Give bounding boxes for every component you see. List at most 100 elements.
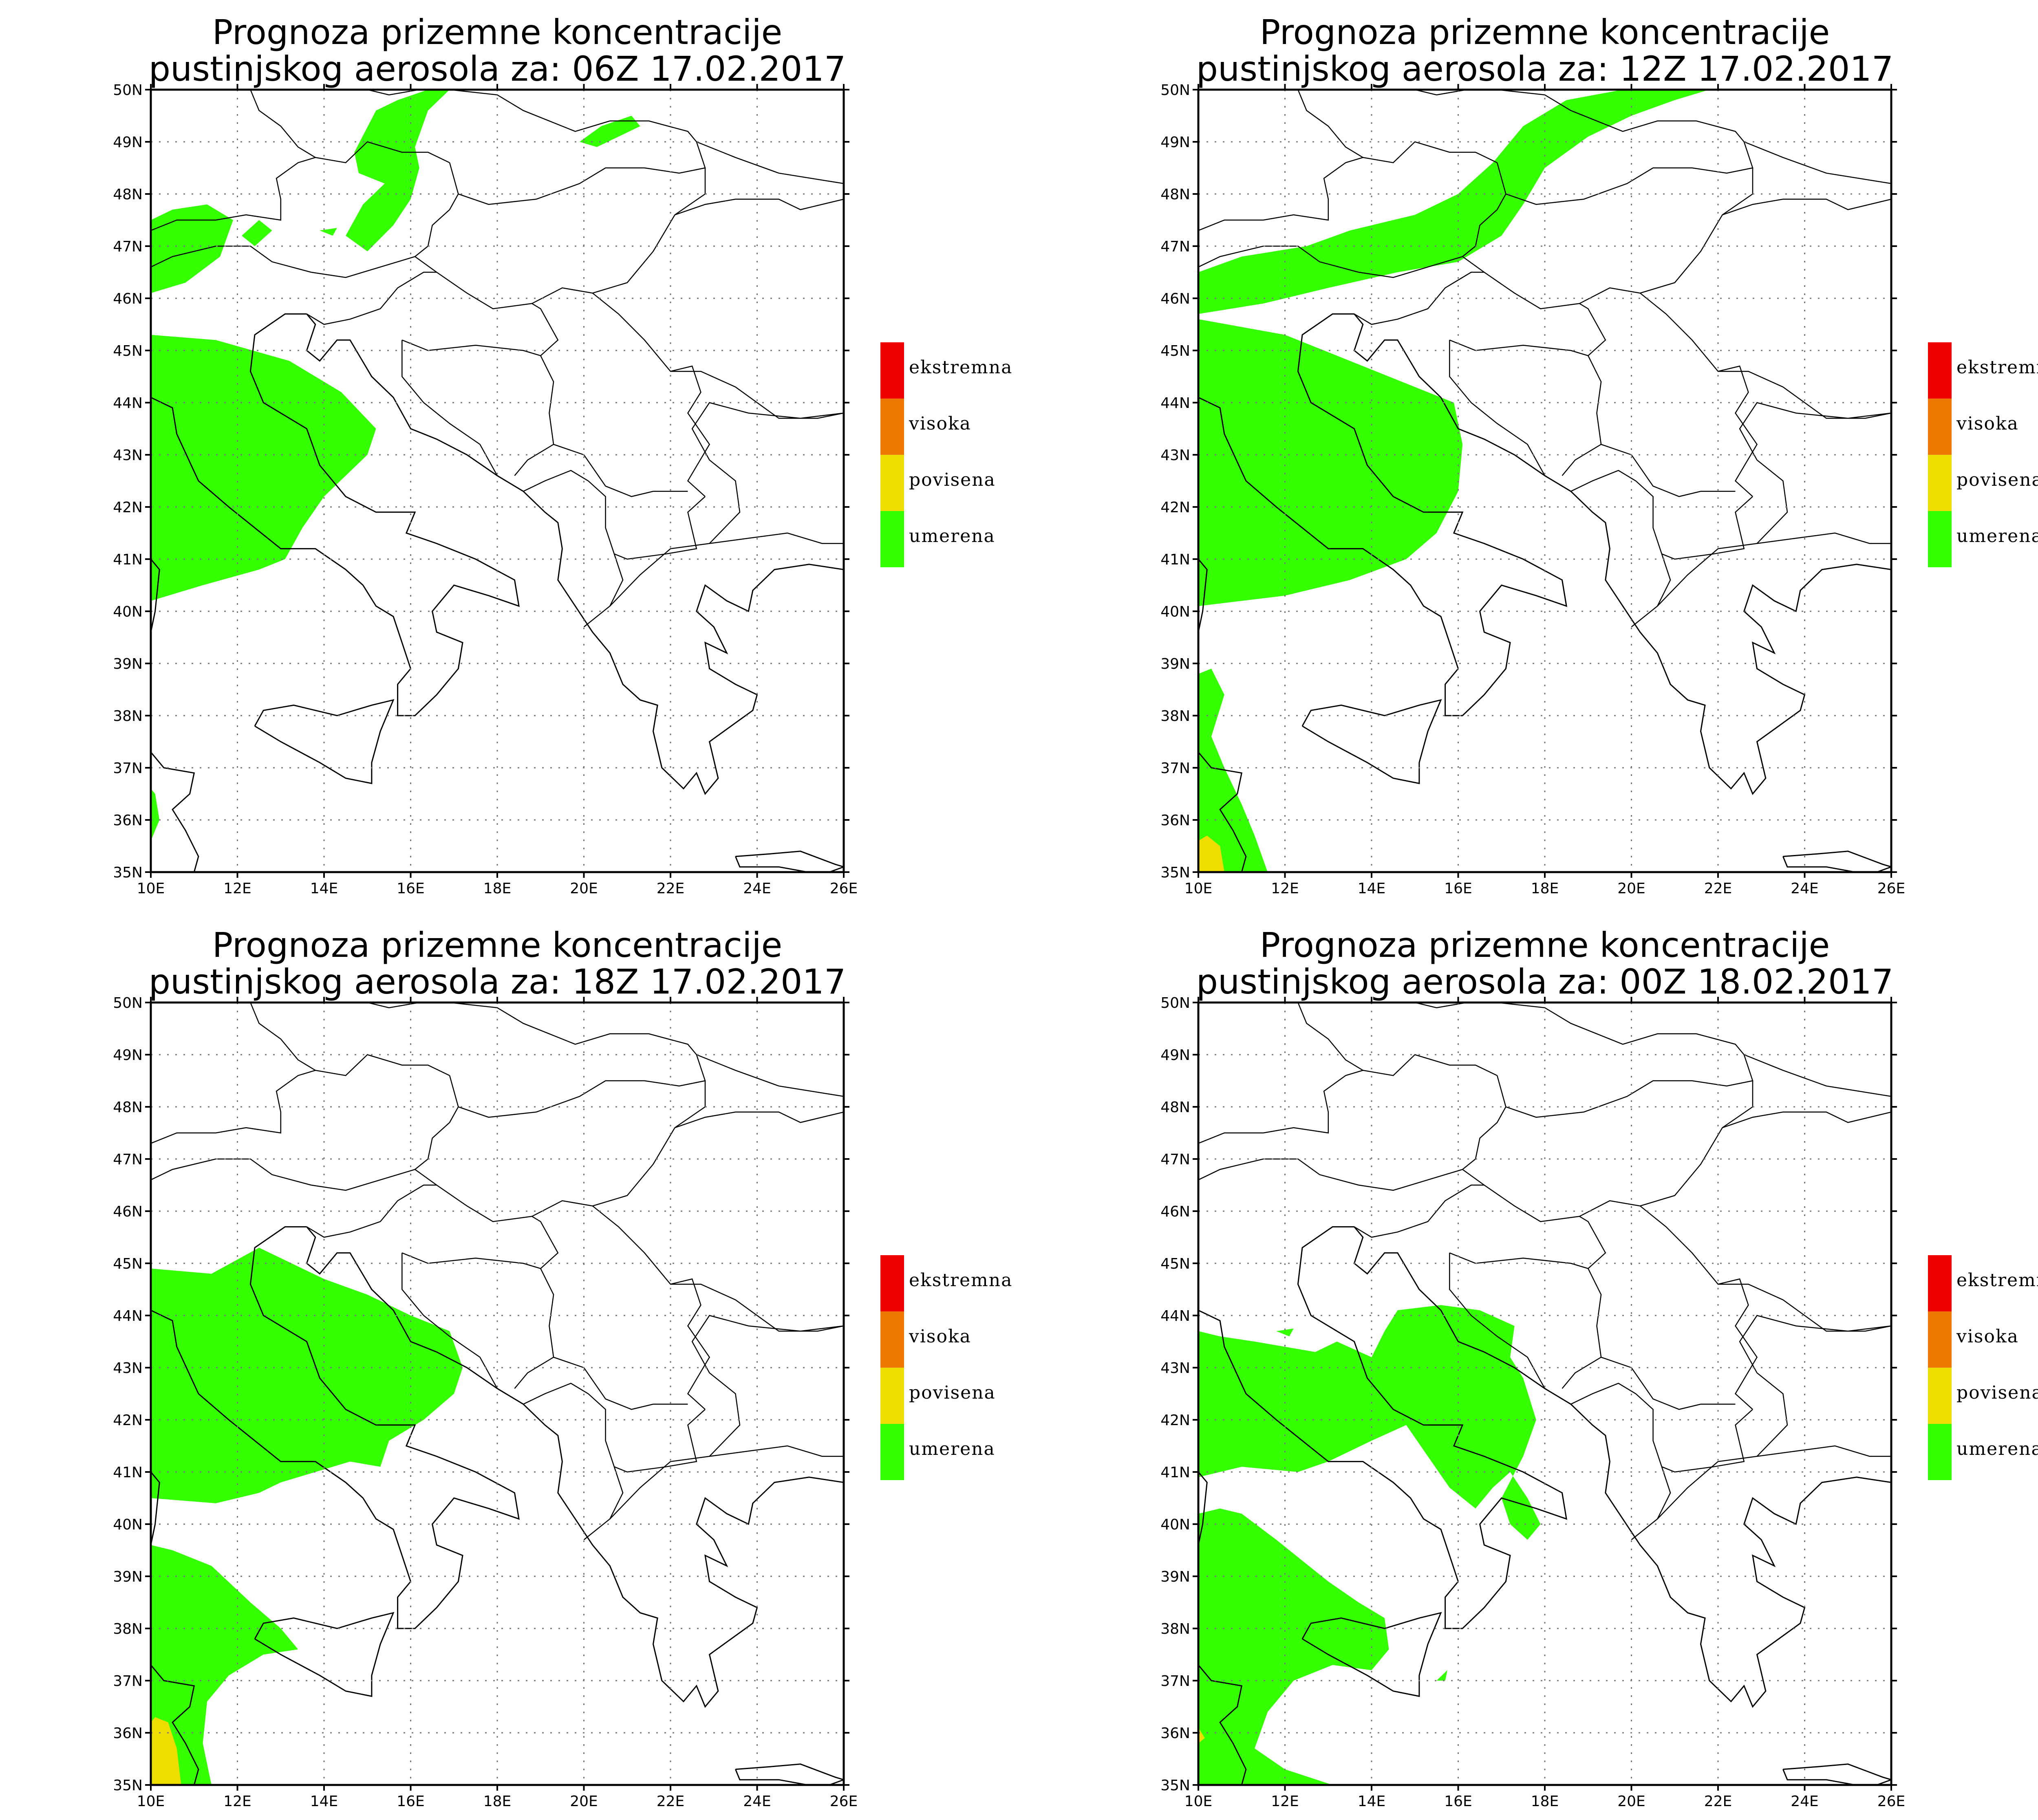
lat-tick-label: 35N [1160,1777,1190,1794]
country-border [1354,271,1484,325]
aerosol-area-umerena [579,116,640,147]
lat-tick-label: 44N [113,395,143,412]
coastline [1198,751,1247,872]
lat-tick-label: 47N [1160,238,1190,255]
lon-tick-label: 24E [1791,1793,1819,1810]
country-border [1297,1003,1363,1071]
aerosol-area-umerena [151,204,233,293]
lon-tick-label: 10E [1184,880,1213,897]
country-border [306,1184,437,1238]
lat-tick-label: 38N [113,708,143,725]
country-border [415,1081,706,1222]
lat-tick-label: 35N [113,864,143,881]
lat-tick-label: 42N [1160,499,1190,516]
country-border [1744,1054,1891,1097]
legend-swatch-ekstremna [880,1255,904,1311]
lon-tick-label: 12E [1271,1793,1299,1810]
legend-label-ekstremna: ekstremna [1956,1270,2038,1291]
map-geography [151,1003,844,1785]
coastline [1301,1612,1442,1697]
lat-tick-label: 50N [113,995,143,1011]
country-border [1570,1383,1671,1540]
aerosol-area-umerena [1198,319,1463,606]
legend-label-povisena: povisena [909,469,996,490]
country-border [151,1106,459,1191]
aerosol-area-povisena [1198,835,1224,872]
country-border [1739,402,1891,544]
lat-tick-label: 48N [113,1099,143,1116]
coastline [151,1664,199,1785]
lat-tick-label: 41N [113,1464,143,1481]
map-geography [151,90,844,872]
lat-tick-label: 50N [1160,995,1190,1011]
country-border [553,444,688,497]
panel-title-line1: Prognoza prizemne koncentracije [1260,12,1830,52]
lat-tick-label: 42N [1160,1412,1190,1429]
country-border [592,1205,710,1410]
lat-tick-label: 40N [1160,604,1190,620]
aerosol-areas [1198,1305,1541,1785]
coastline [1782,851,1891,872]
lon-tick-label: 20E [1617,880,1645,897]
lon-tick-label: 10E [137,880,165,897]
aerosol-area-umerena [1436,1670,1447,1681]
country-border [1449,339,1602,476]
lat-tick-label: 39N [1160,1569,1190,1585]
country-border [1601,444,1736,497]
map-panel-2: Prognoza prizemne koncentracijepustinjsk… [1160,12,2038,897]
country-border [532,1216,559,1269]
legend-label-umerena: umerena [909,1439,995,1459]
coastline [254,1612,395,1697]
country-border [609,1445,844,1520]
lon-tick-label: 24E [743,880,771,897]
country-border [1640,293,1758,497]
legend-label-umerena: umerena [1956,1439,2038,1459]
lon-tick-label: 22E [1704,880,1732,897]
lon-tick-label: 24E [743,1793,771,1810]
country-border [1722,198,1891,216]
country-border [1661,496,1753,560]
coastline [1198,1226,1567,1629]
lat-tick-label: 44N [1160,1308,1190,1324]
map-panel-1: Prognoza prizemne koncentracijepustinjsk… [113,12,1012,897]
aerosol-area-umerena [151,1545,298,1785]
country-border [523,470,624,628]
lat-tick-label: 45N [113,1256,143,1272]
panel-title-line2: pustinjskog aerosola za: 12Z 17.02.2017 [1196,49,1894,89]
legend-swatch-povisena [880,455,904,511]
lat-tick-label: 43N [1160,447,1190,464]
concentration-legend: ekstremna visoka povisena umerena [880,342,1012,567]
country-border [1449,1253,1546,1389]
concentration-legend: ekstremna visoka povisena umerena [1928,342,2038,567]
country-border [1449,340,1546,476]
country-border [1354,1184,1484,1238]
country-border [1657,532,1891,607]
country-border [250,90,316,158]
panel-title-line2: pustinjskog aerosola za: 06Z 17.02.2017 [149,49,846,89]
lat-tick-label: 50N [1160,82,1190,99]
aerosol-area-umerena [1198,90,1709,314]
country-border [696,1054,844,1097]
lat-tick-label: 49N [113,134,143,151]
lon-tick-label: 24E [1791,880,1819,897]
country-border [696,141,844,184]
lat-tick-label: 40N [113,604,143,620]
panel-title-line2: pustinjskog aerosola za: 18Z 17.02.2017 [149,962,846,1002]
aerosol-area-umerena [151,1247,463,1503]
country-border [401,1252,554,1389]
legend-swatch-visoka [1928,399,1952,455]
legend-label-visoka: visoka [909,1326,971,1347]
lon-tick-label: 26E [830,880,858,897]
legend-swatch-umerena [1928,1424,1952,1480]
lon-tick-label: 18E [483,1793,512,1810]
coastline [151,1226,520,1629]
lon-tick-label: 16E [1444,880,1472,897]
lon-tick-label: 16E [397,880,425,897]
lat-tick-label: 48N [1160,186,1190,203]
legend-label-povisena: povisena [1956,1382,2038,1403]
lat-tick-label: 39N [1160,656,1190,672]
lat-tick-label: 43N [1160,1360,1190,1377]
lon-tick-label: 22E [1704,1793,1732,1810]
lon-tick-label: 14E [1358,1793,1386,1810]
lat-tick-label: 36N [113,812,143,829]
